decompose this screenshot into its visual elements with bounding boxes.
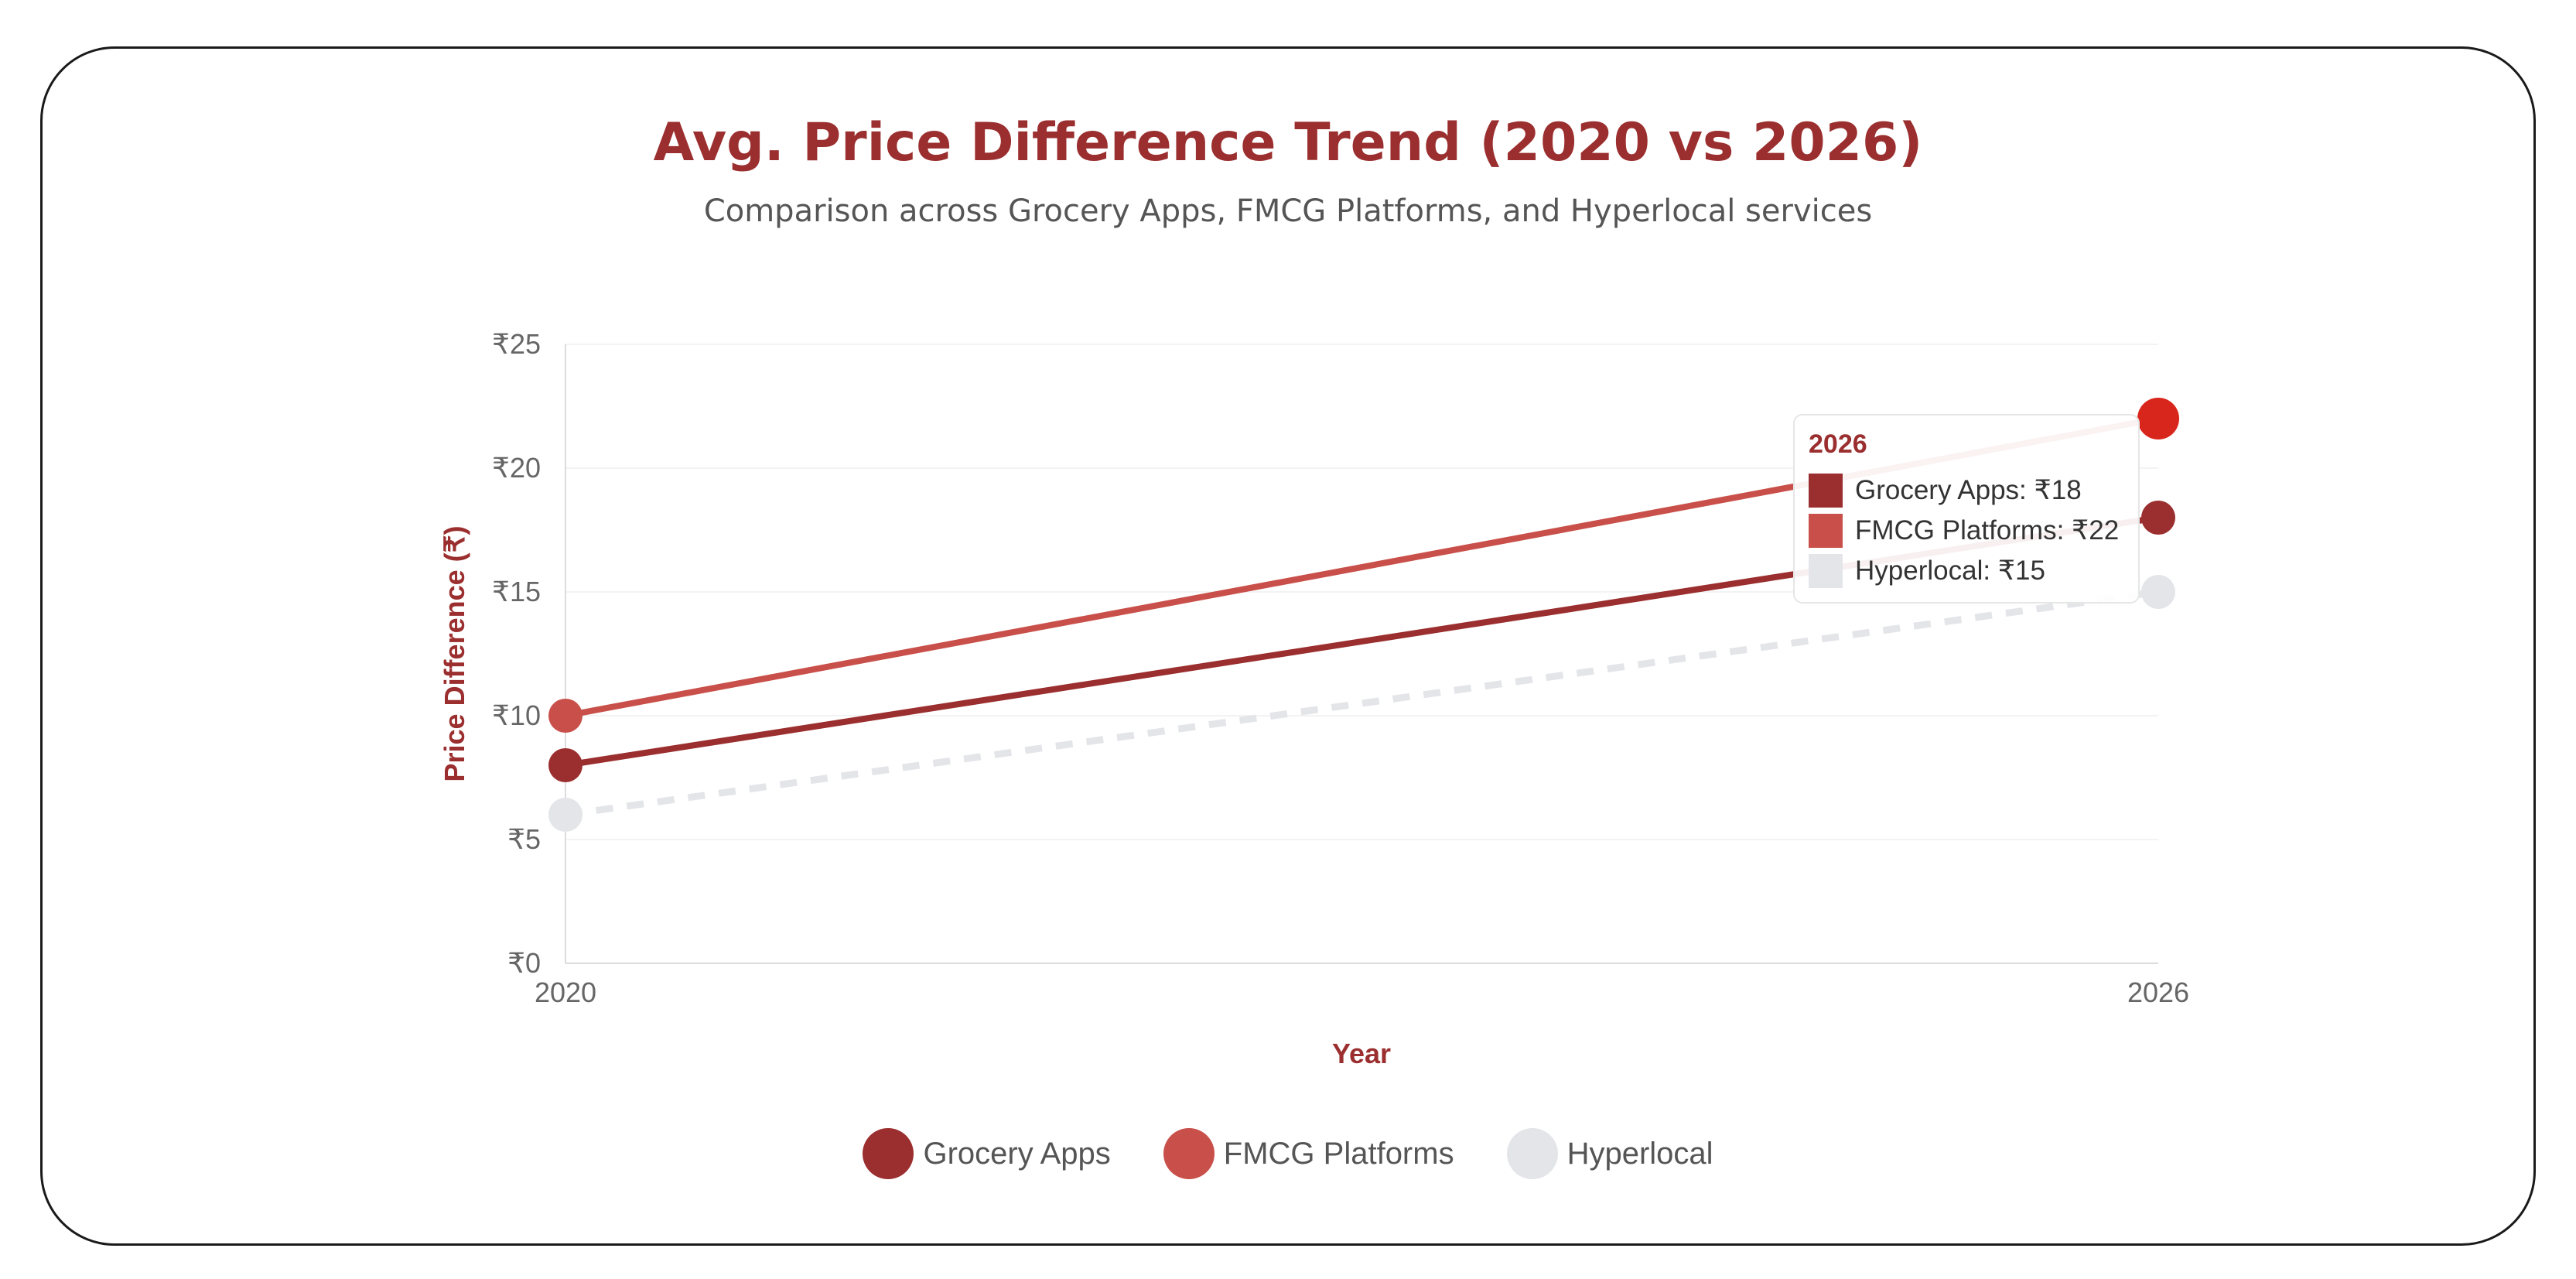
tooltip-swatch-grocery [1809,474,1843,508]
legend: Grocery Apps FMCG Platforms Hyperlocal [0,1128,2576,1179]
tooltip-row: FMCG Platforms: ₹22 [1809,511,2124,551]
chart-card [40,46,2536,1246]
x-axis-title: Year [1332,1038,1391,1069]
series-points [548,398,2179,832]
x-tick-labels: 2020 2026 [535,976,2189,1008]
tooltip-row-label: Grocery Apps: ₹18 [1855,475,2082,505]
tooltip-row-label: Hyperlocal: ₹15 [1855,556,2045,586]
tooltip-title: 2026 [1809,429,1867,459]
tooltip-row: Hyperlocal: ₹15 [1809,551,2124,591]
legend-label: FMCG Platforms [1223,1136,1454,1171]
chart-subtitle: Comparison across Grocery Apps, FMCG Pla… [703,193,1873,229]
legend-item-hyperlocal[interactable]: Hyperlocal [1506,1128,1713,1179]
x-tick-label: 2020 [535,976,596,1008]
legend-label: Hyperlocal [1566,1136,1713,1171]
data-point[interactable] [2137,398,2179,439]
y-tick-label: ₹15 [492,576,541,607]
y-tick-label: ₹0 [507,947,541,979]
legend-item-fmcg-platforms[interactable]: FMCG Platforms [1163,1128,1454,1179]
chart-title: Avg. Price Difference Trend (2020 vs 202… [653,112,1923,173]
legend-label: Grocery Apps [923,1136,1111,1171]
data-point[interactable] [548,798,583,832]
tooltip-swatch-hyperlocal [1809,554,1843,588]
data-point[interactable] [548,699,583,733]
x-tick-label: 2026 [2127,976,2189,1008]
tooltip-row: Grocery Apps: ₹18 [1809,470,2124,511]
series-line-2 [565,588,2159,819]
tooltip-row-label: FMCG Platforms: ₹22 [1855,515,2120,545]
data-point[interactable] [2141,501,2175,535]
y-tick-label: ₹25 [492,328,541,360]
y-tick-label: ₹10 [492,699,541,731]
data-point[interactable] [548,748,583,782]
legend-marker-hyperlocal [1506,1128,1558,1179]
y-axis-title: Price Difference (₹) [439,525,470,781]
y-tick-labels: ₹0 ₹5 ₹10 ₹15 ₹20 ₹25 [492,328,541,979]
y-tick-label: ₹5 [507,823,541,855]
legend-marker-grocery [863,1128,914,1179]
tooltip: 2026 Grocery Apps: ₹18 FMCG Platforms: ₹… [1793,414,2140,604]
data-point[interactable] [2141,575,2175,609]
legend-marker-fmcg [1163,1128,1215,1179]
legend-item-grocery-apps[interactable]: Grocery Apps [863,1128,1111,1179]
tooltip-swatch-fmcg [1809,514,1843,548]
y-tick-label: ₹20 [492,452,541,484]
